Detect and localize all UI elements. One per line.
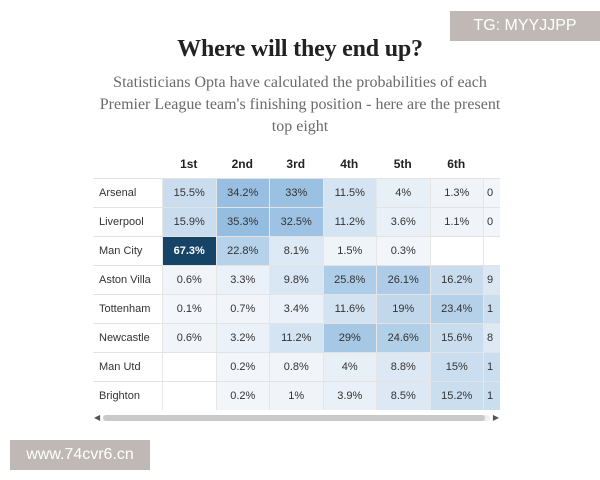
- probability-cell: 24.6%: [376, 324, 430, 352]
- scroll-left-icon[interactable]: ◀: [94, 413, 101, 422]
- table-row: Newcastle 0.6% 3.2% 11.2% 29% 24.6% 15.6% 8: [93, 323, 500, 352]
- probability-cell: 0.2%: [215, 353, 269, 381]
- probability-cell: 33%: [269, 179, 323, 207]
- probability-cell: 11.2%: [322, 208, 376, 236]
- scroll-thumb[interactable]: [103, 415, 485, 421]
- probability-cell: 67.3%: [162, 237, 216, 265]
- watermark-bottom-left: www.74cvr6.cn: [10, 440, 150, 470]
- probability-cell: 15.6%: [429, 324, 483, 352]
- page-title: Where will they end up?: [177, 36, 423, 62]
- probability-cell: 15.9%: [162, 208, 216, 236]
- probability-cell: 0.6%: [162, 324, 216, 352]
- probability-cell: 9.8%: [269, 266, 323, 294]
- probability-cell: 32.5%: [269, 208, 323, 236]
- table-row: Man City 67.3% 22.8% 8.1% 1.5% 0.3%: [93, 236, 500, 265]
- probability-cell: [162, 353, 216, 381]
- probability-cell: [429, 237, 483, 265]
- probability-cell: 11.6%: [322, 295, 376, 323]
- probability-cell: 3.2%: [215, 324, 269, 352]
- probability-cell: 8: [483, 324, 500, 352]
- probability-cell: [162, 382, 216, 410]
- team-name: Brighton: [99, 390, 140, 402]
- probability-cell: 11.5%: [322, 179, 376, 207]
- probability-cell: 3.6%: [376, 208, 430, 236]
- probability-cell: 0.3%: [376, 237, 430, 265]
- probability-cell: 0.8%: [269, 353, 323, 381]
- probability-cell: 1.5%: [322, 237, 376, 265]
- probability-cell: 19%: [376, 295, 430, 323]
- probability-cell: 0: [483, 208, 500, 236]
- scroll-right-icon[interactable]: ▶: [492, 413, 499, 422]
- probability-cell: 15.2%: [429, 382, 483, 410]
- probability-cell: 1.1%: [429, 208, 483, 236]
- probability-cell: 3.3%: [215, 266, 269, 294]
- probability-cell: 1: [483, 382, 500, 410]
- team-name: Aston Villa: [99, 274, 151, 286]
- table-row: Arsenal 15.5% 34.2% 33% 11.5% 4% 1.3% 0: [93, 178, 500, 207]
- probability-cell: 4%: [322, 353, 376, 381]
- probability-cell: 1: [483, 353, 500, 381]
- probability-cell: 23.4%: [429, 295, 483, 323]
- probability-table[interactable]: 1st 2nd 3rd 4th 5th 6th Arsenal 15.5% 34.2…: [93, 150, 500, 425]
- table-row: Man Utd 0.2% 0.8% 4% 8.8% 15% 1: [93, 352, 500, 381]
- table-row: Tottenham 0.1% 0.7% 3.4% 11.6% 19% 23.4% 1: [93, 294, 500, 323]
- team-name: Newcastle: [99, 332, 150, 344]
- probability-cell: 35.3%: [215, 208, 269, 236]
- column-header: 6th: [447, 157, 466, 171]
- page-subtitle: Statisticians Opta have calculated the p…: [99, 74, 501, 135]
- probability-cell: 16.2%: [429, 266, 483, 294]
- probability-cell: 0.2%: [215, 382, 269, 410]
- probability-cell: 29%: [322, 324, 376, 352]
- watermark-top-right: TG: MYYJJPP: [450, 11, 600, 41]
- probability-cell: 0.6%: [162, 266, 216, 294]
- probability-cell: 0.7%: [215, 295, 269, 323]
- team-name: Arsenal: [99, 187, 137, 199]
- probability-cell: 22.8%: [215, 237, 269, 265]
- probability-cell: 8.8%: [376, 353, 430, 381]
- table-header-row: 1st 2nd 3rd 4th 5th 6th: [93, 150, 500, 178]
- probability-cell: 3.4%: [269, 295, 323, 323]
- table-row: Brighton 0.2% 1% 3.9% 8.5% 15.2% 1: [93, 381, 500, 410]
- column-header: 4th: [340, 157, 359, 171]
- probability-cell: 15.5%: [162, 179, 216, 207]
- table-row: Aston Villa 0.6% 3.3% 9.8% 25.8% 26.1% 16.2% 9: [93, 265, 500, 294]
- probability-cell: 8.5%: [376, 382, 430, 410]
- horizontal-scrollbar[interactable]: ◀ ▶: [93, 413, 500, 422]
- probability-cell: 26.1%: [376, 266, 430, 294]
- probability-cell: 3.9%: [322, 382, 376, 410]
- probability-cell: 4%: [376, 179, 430, 207]
- probability-cell: 25.8%: [322, 266, 376, 294]
- team-name: Tottenham: [99, 303, 151, 315]
- team-name: Liverpool: [99, 216, 144, 228]
- probability-cell: 0: [483, 179, 500, 207]
- probability-cell: 0.1%: [162, 295, 216, 323]
- probability-cell: 1.3%: [429, 179, 483, 207]
- probability-cell: 1%: [269, 382, 323, 410]
- column-header: 3rd: [286, 157, 306, 171]
- probability-cell: 11.2%: [269, 324, 323, 352]
- table-row: Liverpool 15.9% 35.3% 32.5% 11.2% 3.6% 1.1% 0: [93, 207, 500, 236]
- team-name: Man Utd: [99, 361, 141, 373]
- probability-cell: 1: [483, 295, 500, 323]
- probability-cell: 15%: [429, 353, 483, 381]
- column-header: 2nd: [231, 157, 253, 171]
- probability-cell: 9: [483, 266, 500, 294]
- column-header: 5th: [393, 157, 412, 171]
- team-name: Man City: [99, 245, 143, 257]
- probability-cell: 8.1%: [269, 237, 323, 265]
- table-body: Arsenal 15.5% 34.2% 33% 11.5% 4% 1.3% 0 Liverpoo…: [93, 178, 500, 410]
- probability-cell: 34.2%: [215, 179, 269, 207]
- probability-cell: [483, 237, 500, 265]
- column-header: 1st: [180, 157, 198, 171]
